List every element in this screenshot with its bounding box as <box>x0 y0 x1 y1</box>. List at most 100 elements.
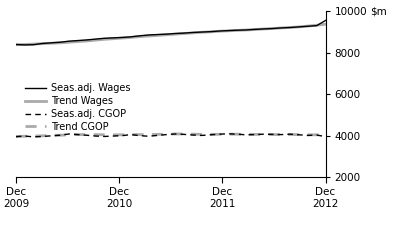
Trend Wages <box>297 25 301 28</box>
Seas.adj. CGOP <box>22 135 27 137</box>
Seas.adj. Wages <box>208 30 213 33</box>
Seas.adj. CGOP <box>164 133 169 136</box>
Trend Wages <box>235 29 239 32</box>
Trend CGOP <box>67 133 71 136</box>
Seas.adj. CGOP <box>217 133 222 136</box>
Seas.adj. Wages <box>226 29 231 32</box>
Trend Wages <box>31 43 36 45</box>
Trend CGOP <box>111 133 116 136</box>
Trend CGOP <box>155 133 160 136</box>
Trend CGOP <box>270 133 275 136</box>
Seas.adj. Wages <box>13 43 18 46</box>
Trend Wages <box>217 30 222 33</box>
Trend CGOP <box>22 135 27 138</box>
Trend Wages <box>323 23 328 26</box>
Trend Wages <box>40 42 45 45</box>
Trend CGOP <box>31 135 36 137</box>
Trend CGOP <box>13 135 18 138</box>
Seas.adj. CGOP <box>75 133 80 136</box>
Seas.adj. CGOP <box>226 132 231 135</box>
Trend CGOP <box>102 133 107 136</box>
Trend Wages <box>261 28 266 30</box>
Trend Wages <box>49 42 54 45</box>
Seas.adj. Wages <box>67 40 71 42</box>
Trend CGOP <box>129 133 133 136</box>
Trend Wages <box>279 27 284 29</box>
Trend Wages <box>137 35 142 38</box>
Seas.adj. CGOP <box>270 133 275 136</box>
Trend Wages <box>243 29 248 31</box>
Seas.adj. CGOP <box>111 135 116 137</box>
Trend Wages <box>119 37 124 39</box>
Seas.adj. CGOP <box>199 134 204 137</box>
Seas.adj. Wages <box>314 24 319 27</box>
Seas.adj. Wages <box>129 35 133 38</box>
Trend Wages <box>111 37 116 40</box>
Seas.adj. Wages <box>279 27 284 29</box>
Trend CGOP <box>181 133 186 135</box>
Seas.adj. CGOP <box>31 136 36 138</box>
Seas.adj. Wages <box>164 33 169 35</box>
Trend Wages <box>252 28 257 31</box>
Seas.adj. CGOP <box>102 135 107 138</box>
Seas.adj. CGOP <box>146 135 151 138</box>
Seas.adj. CGOP <box>119 134 124 137</box>
Trend Wages <box>13 43 18 46</box>
Seas.adj. CGOP <box>67 133 71 135</box>
Seas.adj. Wages <box>111 37 116 39</box>
Trend CGOP <box>288 133 293 136</box>
Seas.adj. Wages <box>155 33 160 36</box>
Seas.adj. CGOP <box>173 133 177 135</box>
Seas.adj. Wages <box>93 38 98 40</box>
Seas.adj. CGOP <box>129 133 133 136</box>
Seas.adj. CGOP <box>181 133 186 136</box>
Trend CGOP <box>173 133 177 135</box>
Seas.adj. CGOP <box>235 133 239 136</box>
Trend Wages <box>270 27 275 30</box>
Seas.adj. Wages <box>323 19 328 22</box>
Trend Wages <box>155 34 160 37</box>
Trend CGOP <box>199 133 204 136</box>
Seas.adj. Wages <box>181 32 186 35</box>
Trend Wages <box>75 40 80 43</box>
Trend CGOP <box>217 133 222 136</box>
Line: Seas.adj. Wages: Seas.adj. Wages <box>16 20 326 45</box>
Seas.adj. Wages <box>243 29 248 31</box>
Seas.adj. CGOP <box>252 133 257 136</box>
Trend CGOP <box>323 134 328 136</box>
Seas.adj. CGOP <box>137 134 142 137</box>
Trend Wages <box>146 35 151 37</box>
Trend CGOP <box>137 133 142 136</box>
Seas.adj. CGOP <box>84 134 89 137</box>
Seas.adj. Wages <box>191 31 195 34</box>
Seas.adj. Wages <box>58 41 62 44</box>
Trend CGOP <box>58 134 62 137</box>
Trend CGOP <box>305 133 310 136</box>
Trend Wages <box>173 33 177 35</box>
Trend CGOP <box>243 133 248 136</box>
Trend Wages <box>22 43 27 46</box>
Trend Wages <box>181 32 186 35</box>
Trend Wages <box>93 39 98 42</box>
Trend Wages <box>67 41 71 44</box>
Seas.adj. Wages <box>173 32 177 35</box>
Seas.adj. CGOP <box>40 135 45 138</box>
Seas.adj. Wages <box>75 39 80 42</box>
Seas.adj. Wages <box>119 36 124 39</box>
Trend Wages <box>58 42 62 44</box>
Seas.adj. CGOP <box>208 133 213 136</box>
Trend Wages <box>314 24 319 27</box>
Seas.adj. Wages <box>217 30 222 32</box>
Trend CGOP <box>164 133 169 136</box>
Trend CGOP <box>84 133 89 136</box>
Seas.adj. Wages <box>146 34 151 36</box>
Seas.adj. CGOP <box>323 135 328 138</box>
Trend Wages <box>208 30 213 33</box>
Seas.adj. Wages <box>49 42 54 44</box>
Trend CGOP <box>40 134 45 137</box>
Trend CGOP <box>93 133 98 136</box>
Line: Trend CGOP: Trend CGOP <box>16 134 326 136</box>
Trend CGOP <box>261 133 266 136</box>
Trend CGOP <box>146 133 151 136</box>
Trend CGOP <box>252 133 257 136</box>
